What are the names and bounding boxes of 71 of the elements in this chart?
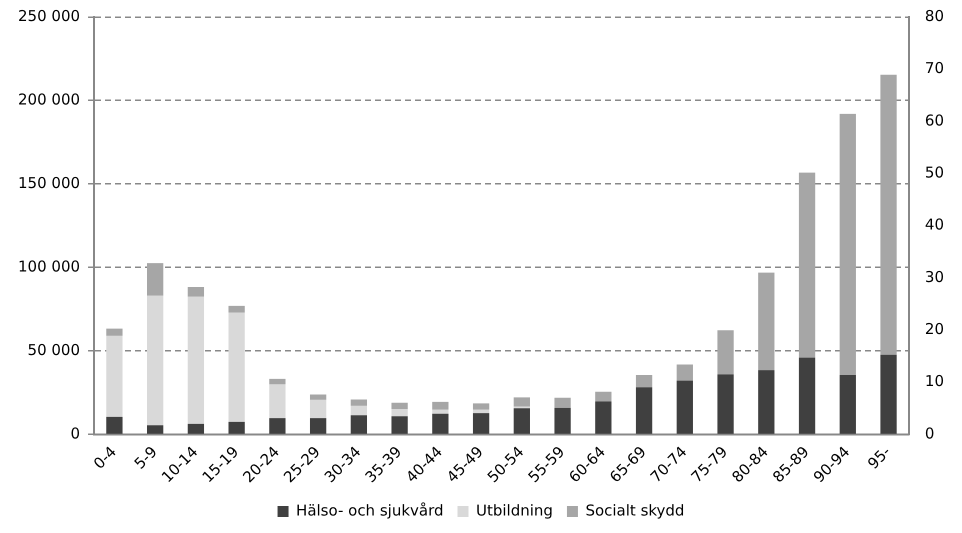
bar [106,336,123,417]
y-tick-label: 100 000 [18,257,80,276]
bar [310,400,326,418]
bar [432,410,449,414]
bar [840,114,856,376]
y2-tick-label: 60 [924,111,944,130]
bar [717,330,734,374]
y2-tick-label: 0 [924,424,934,442]
y2-tick-label: 80 [924,6,944,25]
bar [636,387,652,434]
legend-label: Socialt skydd [585,501,684,520]
legend-label: Hälso- och sjukvård [296,501,444,520]
bar [636,375,652,388]
bar [880,74,897,355]
bar [146,425,164,434]
y-tick-label: 250 000 [18,6,80,25]
y-tick-label: 50 000 [28,340,80,359]
bar [269,378,286,384]
y2-tick-label: 30 [924,268,944,286]
bar [188,296,204,424]
y2-tick-label: 20 [924,320,944,338]
bar [676,380,693,434]
bar [350,400,368,406]
bar [758,272,774,370]
x-tick-label: 0-4 [90,442,120,473]
y-tick-label: 0 [70,424,80,442]
bar [228,312,245,422]
bar [595,402,612,434]
bar [310,418,326,434]
x-tick-label: 5-9 [130,442,161,473]
bar [472,410,490,414]
bar [432,414,449,434]
bar [228,422,245,434]
bar [514,408,530,434]
bar [472,413,490,434]
bar [391,402,408,410]
bar [350,415,368,434]
y2-tick-label: 40 [924,216,944,234]
bar [269,384,286,418]
bar [391,416,408,434]
bar [514,397,530,407]
y2-tick-label: 10 [924,372,944,390]
bar [798,172,816,358]
bar [106,416,123,434]
bar [880,354,897,434]
bar [717,374,734,434]
y-tick-label: 200 000 [18,90,80,108]
y2-tick-label: 50 [924,163,944,182]
bar [146,263,164,296]
y2-tick-label: 70 [924,59,944,78]
bar [188,424,204,434]
bar [432,402,449,410]
bar [106,328,123,336]
bar [391,409,408,416]
bar [595,392,612,402]
bar [188,287,204,297]
y-tick-label: 150 000 [18,174,80,192]
bar [554,398,571,408]
bar [472,403,490,410]
bar [228,306,245,313]
bar [146,296,164,426]
bar [554,408,571,434]
x-tick-label: 95- [864,442,894,473]
bar [350,406,368,416]
bar [269,418,286,434]
bar [840,375,856,434]
legend-label: Utbildning [476,501,553,520]
bar [758,370,774,434]
bar [798,358,816,434]
bar [676,364,693,381]
bar [310,394,326,400]
